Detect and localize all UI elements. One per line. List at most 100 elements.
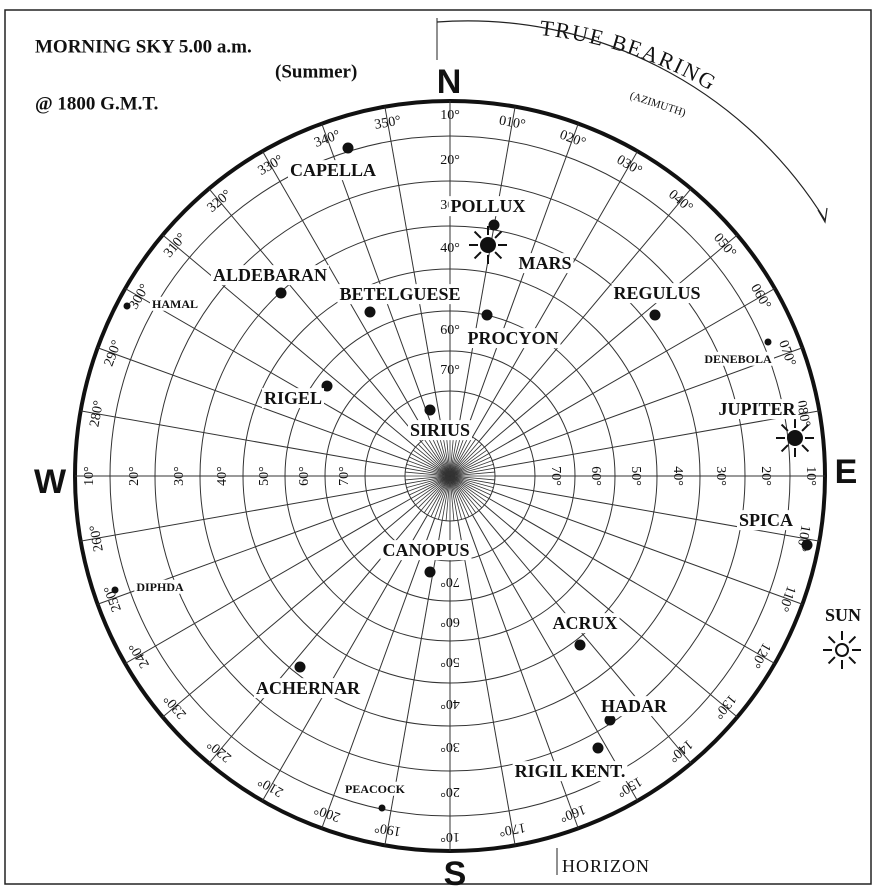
- bearing-label: 240°: [127, 640, 153, 671]
- altitude-label: 30°: [440, 739, 460, 754]
- altitude-label: 20°: [440, 153, 460, 168]
- planet-ray: [473, 251, 482, 260]
- azimuth-line: [162, 504, 416, 718]
- star-dot: [592, 742, 604, 754]
- altitude-label: 10°: [82, 466, 97, 486]
- star-dot: [111, 586, 119, 594]
- center-spoke: [449, 471, 495, 477]
- star-label: SIRIUS: [410, 420, 470, 440]
- center-spoke: [449, 475, 488, 503]
- west: W: [34, 463, 67, 501]
- altitude-label: 70°: [440, 363, 460, 378]
- altitude-label: 60°: [440, 323, 460, 338]
- label-bg: [210, 265, 330, 286]
- center-spoke: [423, 438, 451, 477]
- star-label: BETELGUESE: [339, 284, 460, 304]
- azimuth-line: [457, 106, 516, 432]
- altitude-label: 20°: [758, 466, 773, 486]
- star-dot: [378, 804, 386, 812]
- center-spoke: [437, 475, 451, 520]
- planet-ray: [801, 423, 810, 432]
- label-bg: [516, 253, 574, 274]
- azimuth-line: [208, 188, 422, 442]
- label-bg: [343, 781, 408, 796]
- planet-ray: [473, 230, 482, 239]
- bearing-label: 070°: [775, 338, 798, 368]
- star-dot: [424, 566, 436, 578]
- center-spoke: [449, 456, 491, 477]
- star-dot: [364, 306, 376, 318]
- planet-ray: [780, 423, 789, 432]
- center-spoke: [423, 475, 451, 514]
- star-label: CAPELLA: [290, 160, 376, 180]
- star-label: RIGEL: [264, 388, 322, 408]
- label-bg: [736, 510, 796, 531]
- bearing-label: 140°: [665, 736, 695, 765]
- center-spoke: [449, 475, 459, 521]
- star-dot: [574, 639, 586, 651]
- planet-ray: [801, 444, 810, 453]
- azimuth-line: [484, 234, 738, 448]
- altitude-label: 20°: [127, 466, 142, 486]
- star-label: PEACOCK: [345, 782, 406, 796]
- center-spoke: [449, 475, 495, 485]
- label-bg: [380, 540, 472, 561]
- center-spoke: [449, 453, 490, 477]
- bearing-label: 110°: [775, 584, 798, 614]
- planet-ray: [780, 444, 789, 453]
- label-bg: [287, 160, 379, 181]
- center-spoke: [415, 446, 451, 477]
- label-bg: [550, 613, 620, 634]
- star-label: RIGIL KENT.: [515, 761, 626, 781]
- south: S: [444, 855, 467, 888]
- bearing-title-wrap: TRUE BEARING: [539, 15, 722, 96]
- star-dot: [342, 142, 354, 154]
- bearing-label: 340°: [312, 128, 342, 151]
- label-bg: [716, 399, 799, 420]
- altitude-label: 20°: [440, 784, 460, 799]
- planet-ray: [848, 656, 857, 665]
- star-dot: [764, 338, 772, 346]
- altitude-label: 70°: [337, 466, 352, 486]
- center-spoke: [420, 441, 451, 477]
- altitude-label: 10°: [440, 829, 460, 844]
- bearing-label: 230°: [161, 691, 190, 721]
- altitude-label: 60°: [440, 614, 460, 629]
- azimuth-line: [472, 150, 638, 438]
- center-spoke: [449, 443, 483, 477]
- center-spoke: [405, 471, 451, 477]
- center-spoke: [449, 433, 466, 477]
- azimuth-line: [464, 518, 579, 829]
- bearing-label: 190°: [373, 819, 402, 838]
- bearing-label: 310°: [161, 231, 190, 261]
- azimuth-line: [80, 483, 406, 542]
- azimuth-line: [457, 520, 516, 846]
- center-spoke: [449, 460, 493, 477]
- star-label: ALDEBARAN: [213, 265, 327, 285]
- center-spoke: [449, 446, 485, 477]
- center-spoke: [445, 475, 451, 521]
- center-spoke: [449, 475, 483, 509]
- center-spoke: [407, 475, 451, 492]
- label-bg: [261, 388, 325, 409]
- star-label: SPICA: [739, 510, 793, 530]
- center-spoke: [434, 433, 451, 477]
- azimuth-line: [494, 483, 820, 542]
- center-spoke: [410, 475, 451, 499]
- star-dot: [294, 661, 306, 673]
- azimuth-line: [321, 518, 436, 829]
- bearing-label: 130°: [710, 691, 739, 721]
- star-dot: [604, 714, 616, 726]
- center-spoke: [415, 475, 451, 506]
- label-bg: [253, 678, 363, 699]
- star-dot: [123, 302, 131, 310]
- star-label: POLLUX: [450, 196, 525, 216]
- altitude-label: 70°: [440, 574, 460, 589]
- azimuth-line: [492, 490, 803, 605]
- north: N: [437, 63, 462, 101]
- center-spoke: [409, 475, 451, 496]
- star-label: SUN: [825, 605, 861, 625]
- center-spoke: [412, 475, 451, 503]
- azimuth-line: [478, 510, 692, 764]
